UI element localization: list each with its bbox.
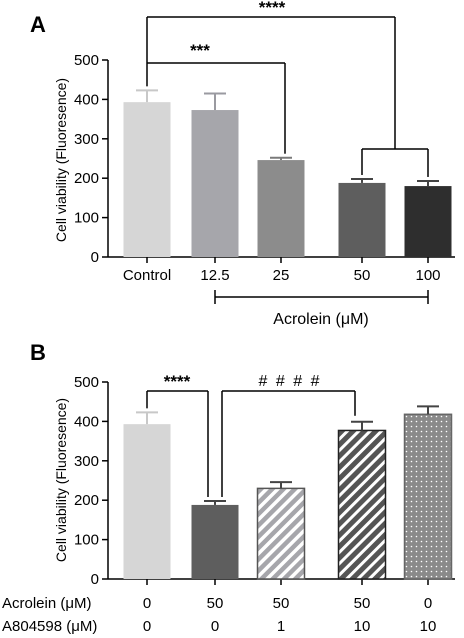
panel-a-sig-label-inner: *** bbox=[190, 41, 210, 60]
panel-a-y-axis-label: Cell viability (Fluoresence) bbox=[53, 78, 69, 242]
panel-a-y-tick-label: 200 bbox=[74, 170, 99, 187]
row-value: 0 bbox=[211, 618, 219, 635]
row-label-a804598: A804598 (μM) bbox=[2, 618, 97, 635]
panel-b-sig-label-hashes: # # # # bbox=[259, 373, 322, 390]
panel-b-bar bbox=[337, 429, 387, 580]
panel-a-y-tick-label: 500 bbox=[74, 52, 99, 69]
panel-b-bars bbox=[123, 413, 453, 580]
panel-a-bar bbox=[338, 182, 386, 257]
panel-a-y-tick-label: 0 bbox=[91, 249, 99, 266]
panel-b-y-tick-label: 200 bbox=[74, 492, 99, 509]
row-value: 0 bbox=[424, 595, 432, 612]
panel-b-axes: 0 100 200 300 400 500 bbox=[74, 374, 455, 588]
row-value: 50 bbox=[207, 595, 224, 612]
row-value: 10 bbox=[420, 618, 437, 635]
panel-a-x-tick-label: 25 bbox=[273, 267, 290, 284]
panel-b-condition-table: Acrolein (μM) A804598 (μM) 0 50 50 50 0 … bbox=[2, 595, 436, 635]
row-value: 0 bbox=[143, 595, 151, 612]
panel-b-y-axis-label: Cell viability (Fluoresence) bbox=[53, 398, 69, 562]
panel-a-y-tick-label: 400 bbox=[74, 91, 99, 108]
panel-b-bar bbox=[256, 487, 306, 580]
panel-b-sig-label-stars: **** bbox=[164, 372, 191, 391]
panel-a-error-bars bbox=[136, 89, 439, 187]
panel-a-letter: A bbox=[30, 12, 46, 37]
panel-b-error-bars bbox=[136, 405, 439, 505]
panel-a-axes: 0 100 200 300 400 500 bbox=[74, 52, 455, 266]
panel-b-y-tick-label: 300 bbox=[74, 453, 99, 470]
panel-b-y-tick-label: 500 bbox=[74, 374, 99, 391]
panel-a-significance: **** *** bbox=[146, 0, 429, 177]
panel-a-bar bbox=[404, 186, 452, 257]
panel-a-x-tick-label: 100 bbox=[415, 267, 440, 284]
row-value: 0 bbox=[143, 618, 151, 635]
row-value: 50 bbox=[273, 595, 290, 612]
panel-a-x-axis-label: Acrolein (μM) bbox=[273, 311, 368, 328]
panel-b-y-tick-label: 100 bbox=[74, 532, 99, 549]
row-value: 10 bbox=[354, 618, 371, 635]
panel-a-group-bracket: Acrolein (μM) bbox=[214, 290, 429, 328]
panel-b-bar bbox=[123, 424, 171, 579]
panel-a-sig-label-outer: **** bbox=[259, 0, 286, 17]
panel-b-bar bbox=[191, 504, 239, 579]
panel-a-x-tick-label: Control bbox=[123, 267, 171, 284]
panel-a-y-tick-label: 100 bbox=[74, 210, 99, 227]
panel-a-bar bbox=[123, 102, 171, 258]
row-label-acrolein: Acrolein (μM) bbox=[2, 595, 92, 612]
panel-a-x-tick-labels: Control 12.5 25 50 100 bbox=[123, 267, 441, 284]
panel-b: B Cell viability (Fluoresence) 010020030… bbox=[2, 340, 455, 635]
panel-b-bar bbox=[403, 413, 453, 580]
panel-b-y-tick-label: 0 bbox=[91, 571, 99, 588]
row-value: 50 bbox=[354, 595, 371, 612]
panel-a-x-tick-label: 12.5 bbox=[200, 267, 229, 284]
panel-a: A Cell viability (Fluoresence) 0 100 200 30… bbox=[30, 0, 455, 328]
panel-b-letter: B bbox=[30, 340, 46, 365]
panel-b-y-tick-label: 400 bbox=[74, 413, 99, 430]
panel-a-bar bbox=[257, 160, 305, 257]
panel-a-bar bbox=[191, 110, 239, 258]
panel-a-bars bbox=[123, 102, 452, 258]
panel-a-x-tick-label: 50 bbox=[354, 267, 371, 284]
row-value: 1 bbox=[277, 618, 285, 635]
panel-a-y-tick-label: 300 bbox=[74, 131, 99, 148]
panel-b-significance: **** # # # # bbox=[146, 372, 356, 497]
